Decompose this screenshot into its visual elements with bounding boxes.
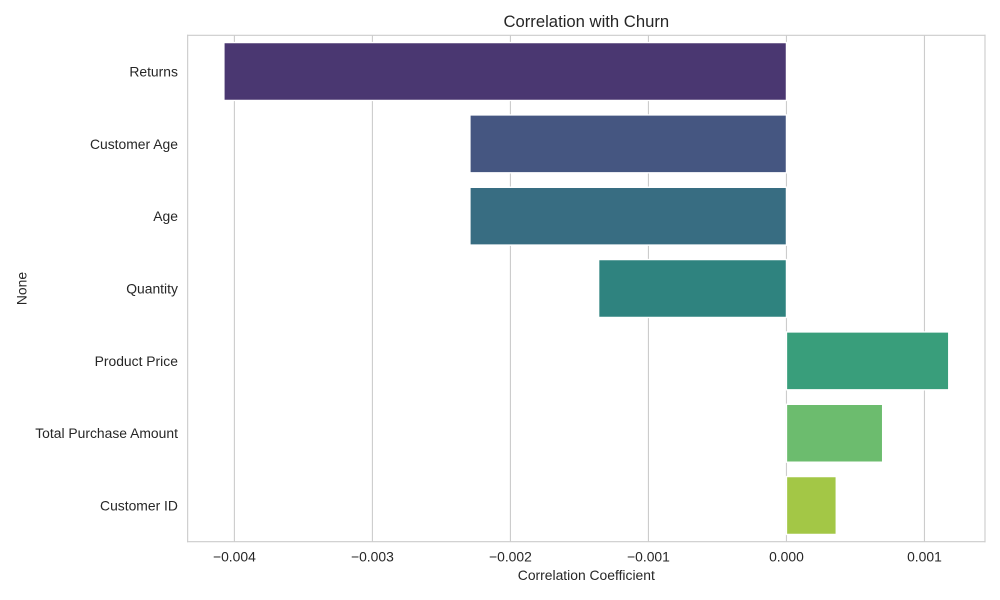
svg-text:Quantity: Quantity bbox=[126, 281, 178, 297]
svg-text:0.001: 0.001 bbox=[907, 549, 942, 565]
svg-text:0.000: 0.000 bbox=[769, 549, 804, 565]
svg-text:Correlation with Churn: Correlation with Churn bbox=[503, 12, 669, 31]
svg-text:Customer ID: Customer ID bbox=[100, 498, 178, 514]
svg-text:Total Purchase Amount: Total Purchase Amount bbox=[35, 425, 178, 441]
svg-text:Customer Age: Customer Age bbox=[90, 136, 178, 152]
svg-text:−0.003: −0.003 bbox=[351, 549, 394, 565]
svg-text:−0.002: −0.002 bbox=[489, 549, 532, 565]
svg-text:−0.001: −0.001 bbox=[627, 549, 670, 565]
svg-text:Product Price: Product Price bbox=[95, 353, 179, 369]
svg-text:−0.004: −0.004 bbox=[213, 549, 256, 565]
svg-text:Correlation Coefficient: Correlation Coefficient bbox=[518, 567, 655, 583]
svg-text:Age: Age bbox=[153, 208, 178, 224]
svg-text:None: None bbox=[14, 272, 30, 305]
svg-text:Returns: Returns bbox=[129, 64, 178, 80]
